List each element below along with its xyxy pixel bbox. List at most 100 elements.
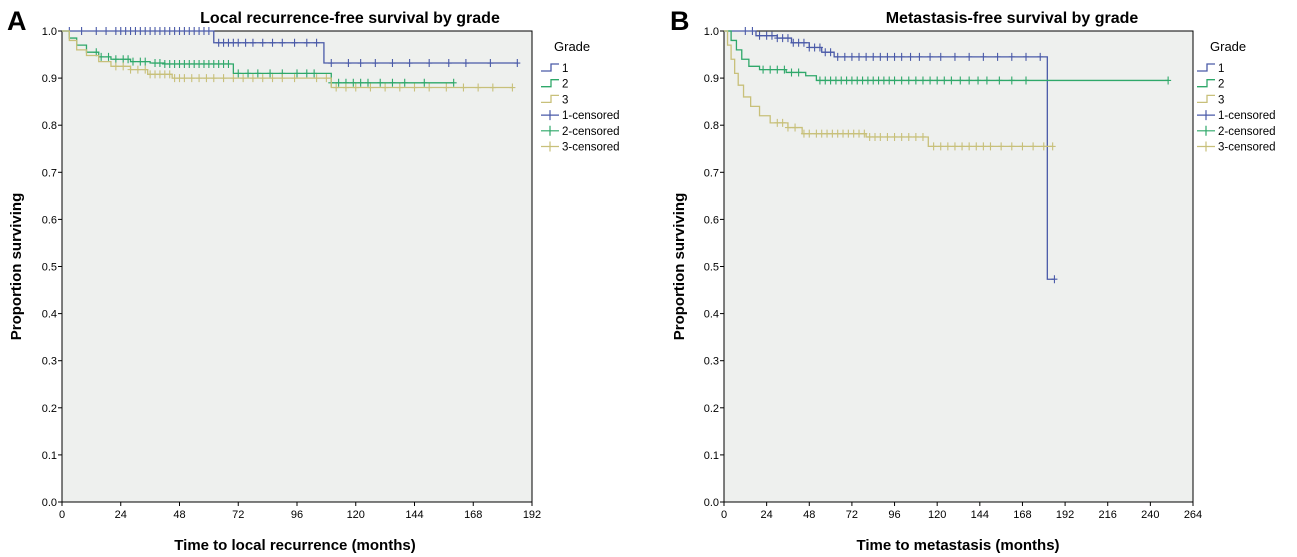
legend-label: 3 bbox=[1218, 94, 1224, 106]
censor-mark-grade-1 bbox=[916, 52, 923, 61]
censor-mark-grade-3 bbox=[1008, 142, 1015, 151]
censor-mark-grade-1 bbox=[426, 59, 433, 68]
y-tick-label: 1.0 bbox=[704, 26, 719, 38]
censor-mark-grade-1 bbox=[891, 52, 898, 61]
censor-mark-grade-1 bbox=[742, 27, 749, 35]
censor-mark-grade-2 bbox=[1165, 76, 1172, 85]
censor-mark-grade-3 bbox=[866, 132, 873, 141]
censor-mark-grade-2 bbox=[225, 59, 232, 68]
censor-mark-grade-3 bbox=[240, 74, 247, 83]
censor-mark-grade-3 bbox=[937, 142, 944, 151]
censor-mark-grade-1 bbox=[242, 38, 249, 47]
censor-mark-grade-3 bbox=[210, 74, 217, 83]
censor-mark-grade-3 bbox=[475, 83, 482, 92]
x-tick-label: 0 bbox=[59, 509, 65, 521]
censor-mark-grade-1 bbox=[291, 38, 298, 47]
censor-mark-grade-1 bbox=[514, 59, 521, 68]
y-tick-label: 0.4 bbox=[42, 309, 57, 321]
legend-label: 3-censored bbox=[1218, 142, 1276, 154]
censor-mark-grade-3 bbox=[333, 83, 340, 92]
x-tick-label: 0 bbox=[721, 509, 727, 521]
censor-mark-grade-3 bbox=[840, 129, 847, 138]
legend-label: 2-censored bbox=[562, 126, 620, 138]
censor-mark-grade-1 bbox=[877, 52, 884, 61]
censor-mark-grade-2 bbox=[156, 59, 163, 68]
censor-mark-grade-1 bbox=[1008, 52, 1015, 61]
censor-mark-grade-2 bbox=[303, 69, 310, 78]
censor-mark-grade-3 bbox=[396, 83, 403, 92]
censor-mark-grade-1 bbox=[937, 52, 944, 61]
censor-mark-grade-2 bbox=[983, 76, 990, 85]
x-tick-label: 168 bbox=[1013, 509, 1031, 521]
censor-mark-grade-1 bbox=[78, 27, 85, 35]
censor-mark-grade-2 bbox=[886, 76, 893, 85]
y-tick-label: 0.0 bbox=[704, 497, 719, 509]
censor-mark-grade-2 bbox=[401, 78, 408, 87]
censor-mark-grade-2 bbox=[125, 55, 132, 64]
censor-mark-grade-1 bbox=[487, 59, 494, 68]
censor-mark-grade-3 bbox=[249, 74, 256, 83]
censor-mark-grade-2 bbox=[941, 76, 948, 85]
censor-mark-grade-3 bbox=[774, 118, 781, 127]
censor-mark-grade-2 bbox=[267, 69, 274, 78]
censor-mark-grade-3 bbox=[1019, 142, 1026, 151]
legend: Grade 1 2 3 1-censored 2-censored 3-censored bbox=[1197, 39, 1276, 154]
censor-mark-grade-3 bbox=[112, 62, 119, 71]
censor-mark-grade-1 bbox=[841, 52, 848, 61]
censor-mark-grade-1 bbox=[848, 52, 855, 61]
censor-mark-grade-1 bbox=[763, 31, 770, 40]
censor-mark-grade-3 bbox=[313, 74, 320, 83]
y-tick-label: 0.8 bbox=[42, 120, 57, 132]
x-tick-label: 96 bbox=[291, 509, 303, 521]
censor-mark-grade-1 bbox=[951, 52, 958, 61]
legend-symbol-line bbox=[1197, 79, 1215, 88]
censor-mark-grade-1 bbox=[1037, 52, 1044, 61]
censor-mark-grade-1 bbox=[870, 52, 877, 61]
censor-mark-grade-3 bbox=[784, 123, 791, 132]
censor-mark-grade-1 bbox=[1023, 52, 1030, 61]
censor-mark-grade-3 bbox=[489, 83, 496, 92]
legend-symbol-censored bbox=[1197, 141, 1215, 152]
censor-mark-grade-1 bbox=[811, 43, 818, 52]
x-tick-label: 120 bbox=[347, 509, 365, 521]
censor-mark-grade-3 bbox=[127, 65, 134, 74]
x-tick-label: 168 bbox=[464, 509, 482, 521]
y-tick-label: 0.5 bbox=[42, 262, 57, 274]
censor-mark-grade-3 bbox=[1040, 142, 1047, 151]
censor-mark-grade-2 bbox=[105, 52, 112, 61]
y-tick-label: 1.0 bbox=[42, 26, 57, 38]
legend-symbol-line bbox=[1197, 94, 1215, 104]
censor-mark-grade-3 bbox=[120, 62, 127, 71]
censor-mark-grade-3 bbox=[806, 129, 813, 138]
y-tick-label: 0.3 bbox=[704, 356, 719, 368]
censor-mark-grade-3 bbox=[196, 74, 203, 83]
censor-mark-grade-2 bbox=[112, 55, 119, 64]
censor-mark-grade-2 bbox=[245, 69, 252, 78]
legend-label: 1 bbox=[562, 63, 568, 75]
censor-mark-grade-2 bbox=[870, 76, 877, 85]
censor-mark-grade-2 bbox=[966, 76, 973, 85]
censor-mark-grade-2 bbox=[760, 65, 767, 74]
censor-mark-grade-1 bbox=[907, 52, 914, 61]
censor-mark-grade-1 bbox=[406, 59, 413, 68]
censor-mark-grade-3 bbox=[142, 65, 149, 74]
censor-mark-grade-2 bbox=[822, 76, 829, 85]
censor-mark-grade-3 bbox=[220, 74, 227, 83]
censor-mark-grade-3 bbox=[779, 118, 786, 127]
censor-mark-grade-3 bbox=[382, 83, 389, 92]
censor-mark-grade-3 bbox=[829, 129, 836, 138]
y-tick-label: 0.1 bbox=[42, 450, 57, 462]
censor-mark-grade-3 bbox=[509, 83, 516, 92]
series-line-grade-2 bbox=[724, 30, 1169, 82]
censor-mark-grade-2 bbox=[350, 78, 357, 87]
x-tick-label: 264 bbox=[1184, 509, 1202, 521]
censor-mark-grade-2 bbox=[934, 76, 941, 85]
censor-mark-grade-1 bbox=[779, 34, 786, 43]
censor-mark-grade-1 bbox=[249, 38, 256, 47]
legend-symbol-censored bbox=[1197, 110, 1215, 121]
legend-title: Grade bbox=[1210, 39, 1246, 54]
censor-mark-grade-1 bbox=[259, 38, 266, 47]
censor-mark-grade-1 bbox=[1051, 275, 1058, 284]
censor-mark-grade-3 bbox=[891, 132, 898, 141]
x-tick-label: 192 bbox=[523, 509, 541, 521]
